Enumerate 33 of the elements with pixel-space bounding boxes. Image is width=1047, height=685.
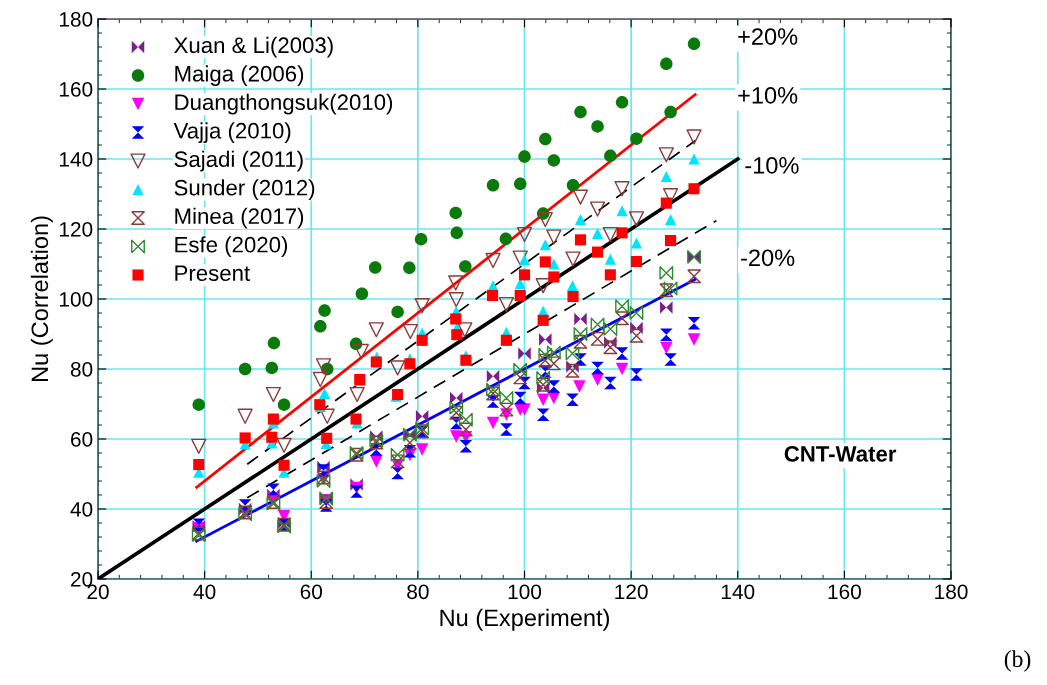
x-tick-label: 160 (828, 584, 861, 600)
y-tick-label: 140 (59, 152, 93, 167)
annotation: +20% (738, 28, 798, 45)
y-tick-label: 40 (70, 502, 93, 517)
y-tick-label: 100 (59, 292, 93, 307)
legend-label: Vajja (2010) (173, 122, 291, 143)
legend-label: Sajadi (2011) (174, 150, 303, 172)
legend-label: Sunder (2012) (174, 179, 315, 200)
legend-label: Duangthongsuk(2010) (175, 93, 393, 115)
y-tick-label: 60 (71, 432, 93, 447)
x-tick-label: 120 (615, 584, 648, 600)
x-tick-label: 80 (407, 584, 429, 600)
annotation: -20% (741, 249, 795, 267)
annotation: CNT-Water (784, 446, 897, 462)
x-tick-label: 140 (721, 584, 755, 600)
y-tick-label: 160 (59, 82, 93, 97)
legend-label: Minea (2017) (175, 207, 304, 229)
legend-label: Present (175, 265, 250, 282)
x-tick-label: 60 (300, 584, 323, 600)
x-tick-label: 180 (935, 584, 968, 600)
y-tick-label: 80 (70, 362, 93, 377)
legend-label: Esfe (2020) (175, 236, 288, 257)
x-axis-title: Nu (Experiment) (440, 608, 609, 631)
y-tick-label: 120 (59, 222, 93, 237)
legend-label: Xuan & Li(2003) (174, 36, 333, 58)
annotation: +10% (738, 87, 798, 104)
annotation: -10% (745, 157, 799, 174)
y-tick-label: 180 (59, 12, 93, 27)
text: (b) (1004, 650, 1031, 672)
x-tick-label: 100 (508, 584, 542, 600)
y-axis-title: Nu (Correlation) (30, 216, 53, 382)
legend-label: Maiga (2006) (175, 65, 304, 86)
x-tick-label: 40 (193, 584, 216, 600)
